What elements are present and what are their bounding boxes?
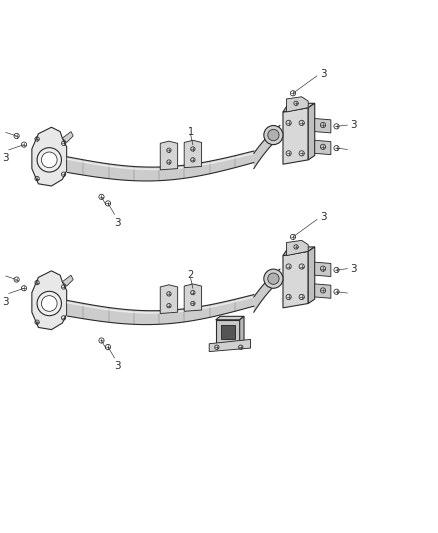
Polygon shape xyxy=(216,316,244,320)
Circle shape xyxy=(264,269,283,288)
Circle shape xyxy=(42,296,57,311)
Text: 1: 1 xyxy=(187,126,194,136)
Polygon shape xyxy=(160,141,178,170)
Polygon shape xyxy=(184,140,201,168)
Circle shape xyxy=(37,292,61,316)
Polygon shape xyxy=(67,295,254,325)
Polygon shape xyxy=(315,284,331,298)
Circle shape xyxy=(37,148,61,172)
Polygon shape xyxy=(32,271,67,329)
Polygon shape xyxy=(286,240,308,256)
Polygon shape xyxy=(32,127,67,186)
Polygon shape xyxy=(216,320,240,344)
Text: 3: 3 xyxy=(3,297,9,307)
Polygon shape xyxy=(209,340,251,352)
Polygon shape xyxy=(240,316,244,344)
Circle shape xyxy=(264,125,283,144)
Polygon shape xyxy=(308,247,315,303)
Text: 3: 3 xyxy=(3,154,9,163)
Circle shape xyxy=(268,273,279,284)
Polygon shape xyxy=(315,140,331,155)
Polygon shape xyxy=(254,269,280,312)
Polygon shape xyxy=(283,103,315,112)
Polygon shape xyxy=(315,262,331,277)
Polygon shape xyxy=(254,125,280,168)
Text: 3: 3 xyxy=(321,212,327,222)
Text: 3: 3 xyxy=(350,120,357,130)
Polygon shape xyxy=(220,325,235,339)
Circle shape xyxy=(42,152,57,168)
Polygon shape xyxy=(184,284,201,311)
Polygon shape xyxy=(308,103,315,160)
Polygon shape xyxy=(160,285,178,313)
Polygon shape xyxy=(67,151,254,181)
Polygon shape xyxy=(283,247,315,256)
Polygon shape xyxy=(283,251,308,308)
Circle shape xyxy=(268,130,279,141)
Polygon shape xyxy=(62,132,73,142)
Text: 3: 3 xyxy=(350,264,357,273)
Polygon shape xyxy=(283,108,308,164)
Text: 2: 2 xyxy=(187,270,194,280)
Polygon shape xyxy=(286,97,308,112)
Text: 3: 3 xyxy=(114,361,121,372)
Text: 3: 3 xyxy=(114,218,121,228)
Polygon shape xyxy=(315,118,331,133)
Polygon shape xyxy=(62,275,73,286)
Text: 3: 3 xyxy=(321,69,327,79)
